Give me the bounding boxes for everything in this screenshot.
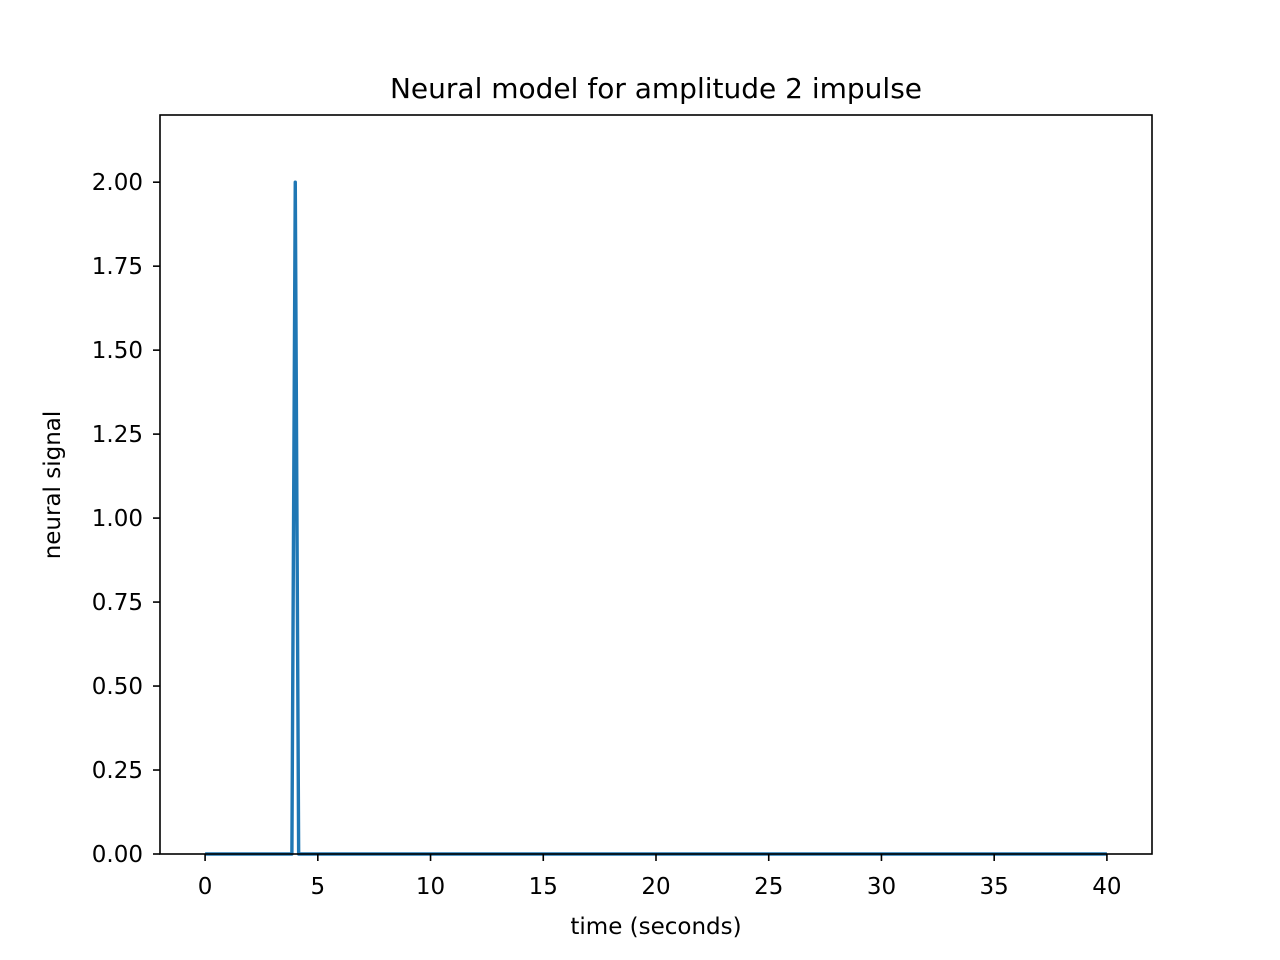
plot-background <box>160 115 1152 854</box>
y-tick-label: 0.75 <box>92 590 143 616</box>
x-axis-label: time (seconds) <box>570 914 741 940</box>
x-tick-label: 0 <box>198 874 213 900</box>
x-tick-label: 15 <box>529 874 558 900</box>
y-tick-label: 0.00 <box>92 842 143 868</box>
plot-area <box>159 114 1153 856</box>
y-axis: 0.00 0.25 0.50 0.75 1.00 1.25 1.50 1.75 2.00 <box>92 170 160 868</box>
y-axis-label: neural signal <box>40 411 66 560</box>
y-tick-label: 0.50 <box>92 674 143 700</box>
x-tick-label: 20 <box>641 874 670 900</box>
x-tick-label: 35 <box>980 874 1009 900</box>
x-tick-label: 5 <box>310 874 325 900</box>
y-tick-label: 1.25 <box>92 422 143 448</box>
x-tick-label: 10 <box>416 874 445 900</box>
y-tick-label: 1.00 <box>92 506 143 532</box>
chart-title: Neural model for amplitude 2 impulse <box>390 72 922 105</box>
x-tick-label: 25 <box>754 874 783 900</box>
x-axis: 0 5 10 15 20 25 30 35 40 <box>198 854 1122 900</box>
x-tick-label: 30 <box>867 874 896 900</box>
y-tick-label: 1.75 <box>92 254 143 280</box>
y-tick-label: 2.00 <box>92 170 143 196</box>
y-tick-label: 0.25 <box>92 758 143 784</box>
x-tick-label: 40 <box>1092 874 1121 900</box>
y-tick-label: 1.50 <box>92 338 143 364</box>
